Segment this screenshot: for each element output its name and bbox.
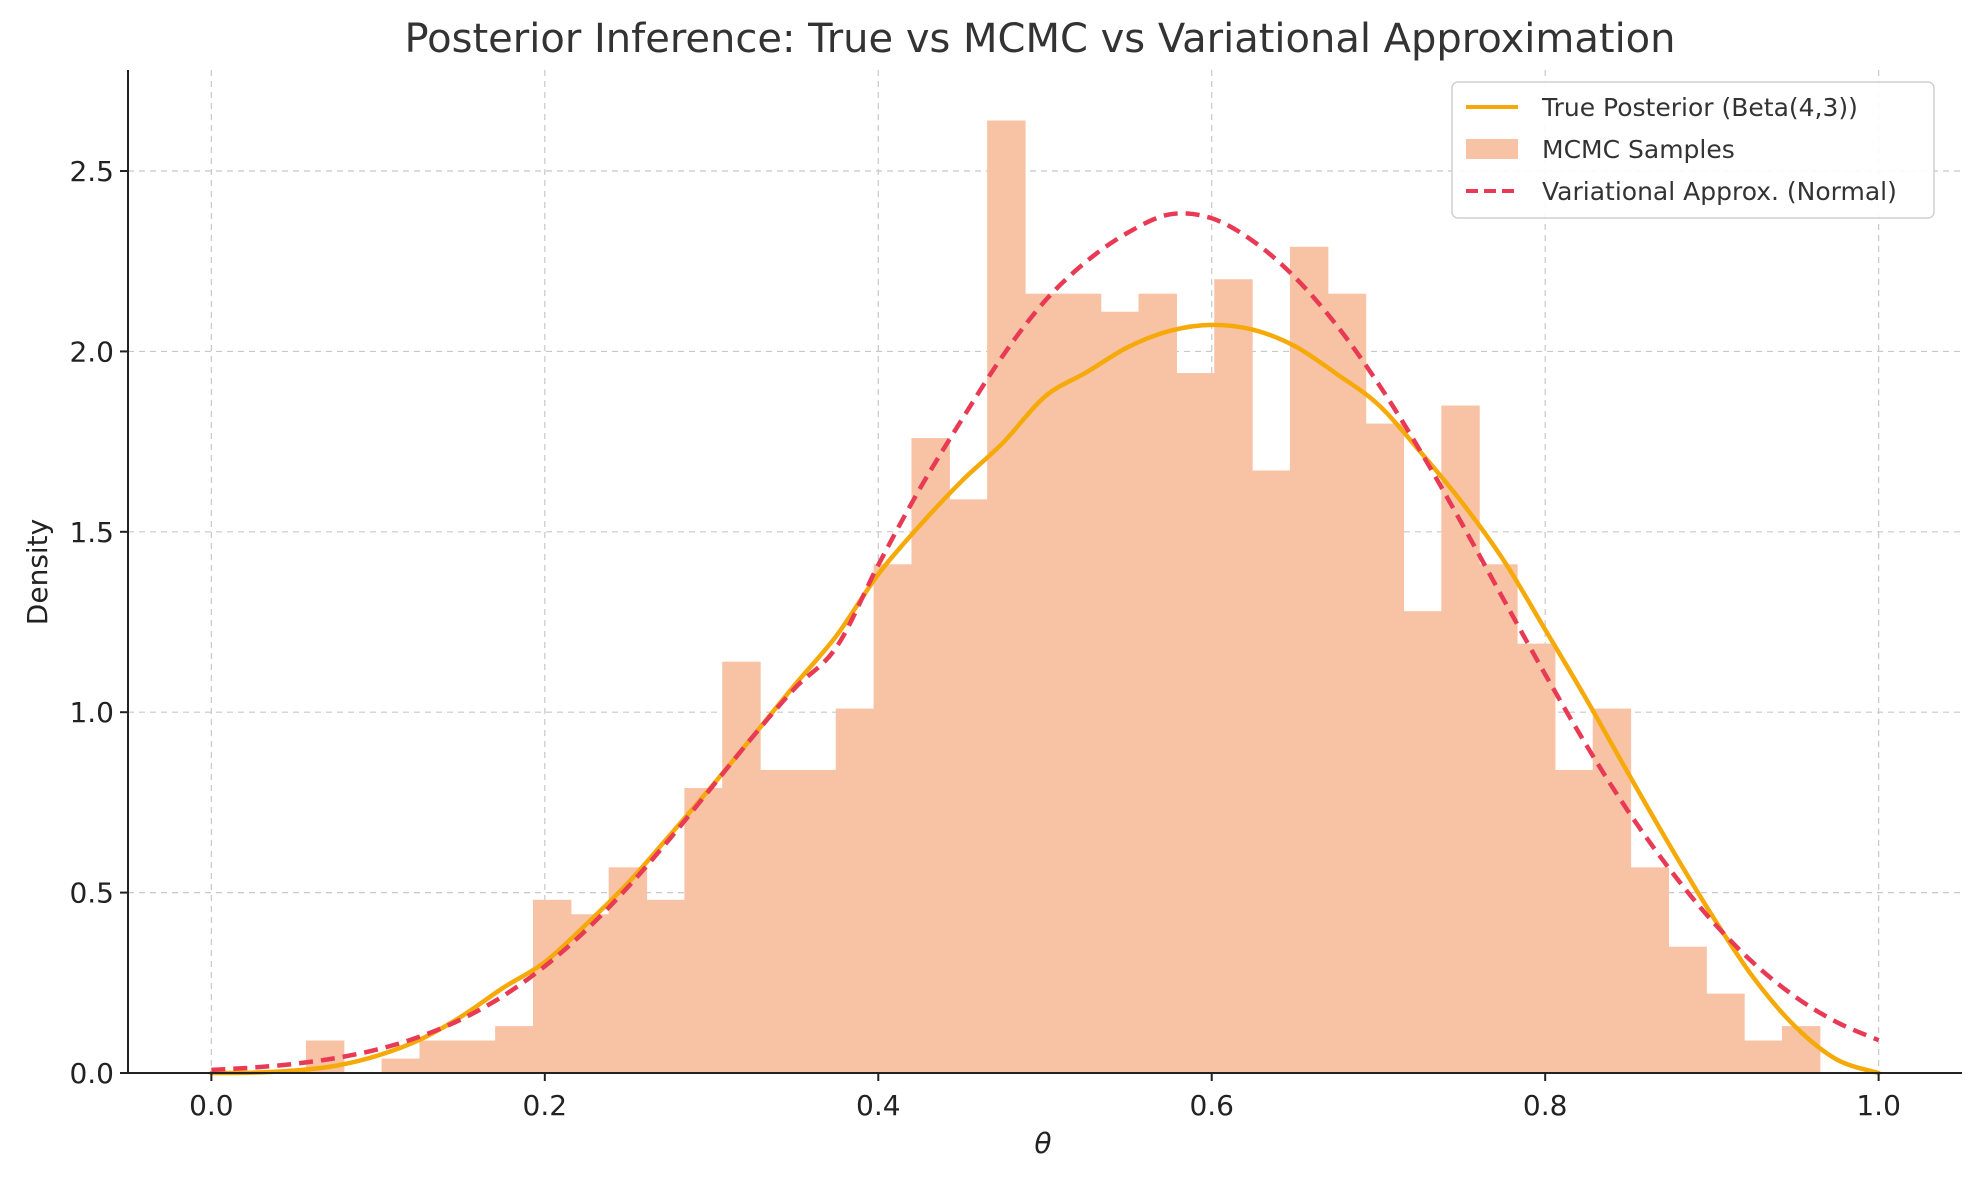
mcmc-bar-30 <box>1365 423 1405 1073</box>
mcmc-bar-38 <box>1668 946 1707 1073</box>
mcmc-bar-28 <box>1289 246 1329 1073</box>
mcmc-bar-14 <box>760 769 799 1073</box>
legend-frame <box>1451 81 1935 219</box>
series-lines <box>209 211 1881 1076</box>
mcmc-bar-25 <box>1176 373 1215 1073</box>
mcmc-bar-29 <box>1327 293 1367 1073</box>
mcmc-bar-11 <box>646 899 685 1073</box>
mcmc-bar-7 <box>495 1026 534 1073</box>
true-posterior-line <box>209 322 1881 1076</box>
mcmc-bar-37 <box>1630 867 1669 1073</box>
mcmc-bar-27 <box>1252 470 1291 1074</box>
x-axis-label: θ <box>1034 1127 1051 1160</box>
mcmc-bar-39 <box>1706 993 1745 1073</box>
mcmc-bar-18 <box>911 438 950 1073</box>
mcmc-bar-35 <box>1554 769 1594 1073</box>
x-tick-label-3: 0.6 <box>1189 1089 1234 1122</box>
mcmc-bar-15 <box>797 769 837 1073</box>
y-tick-label-0: 0.0 <box>69 1057 114 1090</box>
x-tick-label-1: 0.2 <box>523 1089 568 1122</box>
mcmc-bar-21 <box>1024 293 1064 1073</box>
x-tick-label-4: 0.8 <box>1523 1089 1568 1122</box>
y-tick-label-5: 2.5 <box>69 155 114 188</box>
mcmc-histogram <box>305 120 1821 1074</box>
x-tick-label-2: 0.4 <box>856 1089 901 1122</box>
legend-label-true-posterior: True Posterior (Beta(4,3)) <box>1541 93 1858 122</box>
mcmc-bar-34 <box>1517 643 1556 1073</box>
y-tick-label-1: 0.5 <box>69 877 114 910</box>
mcmc-bar-24 <box>1138 293 1177 1073</box>
legend: True Posterior (Beta(4,3)) MCMC Samples … <box>1451 81 1935 219</box>
mcmc-bar-12 <box>684 787 723 1073</box>
mcmc-bar-33 <box>1479 564 1518 1073</box>
mcmc-bar-31 <box>1403 611 1442 1073</box>
y-tick-label-4: 2.0 <box>69 335 114 368</box>
legend-swatch-mcmc <box>1466 139 1518 159</box>
mcmc-bar-6 <box>457 1040 496 1073</box>
mcmc-bar-40 <box>1744 1040 1783 1073</box>
mcmc-bar-36 <box>1592 708 1632 1073</box>
mcmc-bar-4 <box>381 1058 421 1073</box>
mcmc-bar-22 <box>1062 293 1102 1073</box>
mcmc-bar-32 <box>1441 405 1480 1073</box>
x-tick-label-5: 1.0 <box>1856 1089 1901 1122</box>
y-tick-label-3: 1.5 <box>69 516 114 549</box>
mcmc-bar-19 <box>949 499 988 1073</box>
mcmc-bar-17 <box>873 564 913 1073</box>
legend-label-variational: Variational Approx. (Normal) <box>1542 177 1897 206</box>
mcmc-bar-20 <box>987 120 1026 1073</box>
mcmc-bar-13 <box>722 661 761 1073</box>
x-tick-label-0: 0.0 <box>189 1089 234 1122</box>
mcmc-bar-23 <box>1100 311 1140 1073</box>
axes: 0.0 0.2 0.4 0.6 0.8 1.0 0.0 0.5 1.0 1.5 2.0 2.5 <box>69 70 1962 1122</box>
mcmc-bar-16 <box>835 708 875 1073</box>
mcmc-bar-5 <box>419 1040 458 1073</box>
mcmc-bar-8 <box>532 899 572 1073</box>
variational-approx-line <box>211 211 1880 1073</box>
legend-label-mcmc: MCMC Samples <box>1542 135 1735 164</box>
mcmc-bar-26 <box>1214 279 1253 1073</box>
y-axis-label: Density <box>21 519 54 625</box>
y-tick-label-2: 1.0 <box>69 696 114 729</box>
chart-title: Posterior Inference: True vs MCMC vs Var… <box>404 16 1675 62</box>
